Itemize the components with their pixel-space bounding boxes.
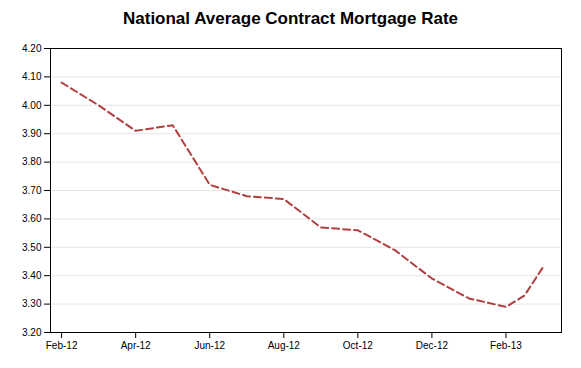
svg-text:3.80: 3.80	[22, 156, 42, 167]
html-text:National Average Contract Mort: National Average Contract Mortgage Rate	[123, 9, 458, 28]
svg-text:4.20: 4.20	[22, 43, 42, 54]
svg-text:3.70: 3.70	[22, 185, 42, 196]
svg-text:Dec-12: Dec-12	[416, 340, 449, 351]
svg-text:3.90: 3.90	[22, 128, 42, 139]
svg-text:Feb-12: Feb-12	[46, 340, 78, 351]
svg-text:4.10: 4.10	[22, 71, 42, 82]
svg-text:Feb-13: Feb-13	[490, 340, 522, 351]
svg-text:3.40: 3.40	[22, 270, 42, 281]
svg-text:3.60: 3.60	[22, 213, 42, 224]
svg-text:Apr-12: Apr-12	[121, 340, 151, 351]
svg-text:Aug-12: Aug-12	[268, 340, 301, 351]
svg-text:Oct-12: Oct-12	[343, 340, 373, 351]
svg-text:4.00: 4.00	[22, 100, 42, 111]
svg-text:3.30: 3.30	[22, 298, 42, 309]
svg-text:3.50: 3.50	[22, 242, 42, 253]
svg-text:3.20: 3.20	[22, 327, 42, 338]
svg-text:Jun-12: Jun-12	[194, 340, 225, 351]
